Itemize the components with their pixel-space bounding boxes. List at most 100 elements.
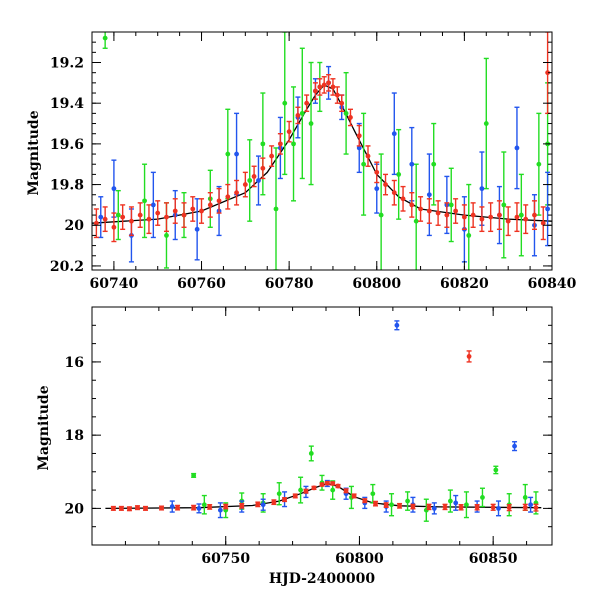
- top-y-tick-label-2: 19.6: [50, 137, 84, 153]
- top-green-point-2: [142, 198, 147, 204]
- bottom-red-point-20: [335, 483, 341, 489]
- top-green-point-23: [483, 121, 489, 126]
- top-x-tick-label-3: 60800: [352, 276, 401, 292]
- bottom-red-point-14: [292, 493, 298, 499]
- bottom-frame: [91, 306, 553, 546]
- bottom-blue-point-18: [528, 502, 534, 508]
- top-red-point-46: [470, 212, 476, 218]
- bottom-x-tick-label-0: 60750: [201, 551, 250, 567]
- top-blue-point-15: [374, 186, 380, 192]
- top-red-point-30: [334, 92, 340, 98]
- top-blue-point-3: [150, 202, 156, 208]
- top-y-tick-label-0: 19.2: [50, 56, 84, 72]
- top-red-point-19: [260, 165, 266, 171]
- top-x-tick-label-2: 60780: [265, 276, 314, 292]
- bottom-blue-point-13: [431, 505, 437, 511]
- bottom-green-point-16: [464, 502, 469, 508]
- top-green-point-11: [291, 141, 296, 147]
- top-red-point-2: [111, 224, 117, 230]
- top-red-point-26: [317, 84, 323, 90]
- top-red-point-38: [400, 196, 406, 202]
- top-green-point-9: [273, 206, 279, 212]
- top-green-point-3: [164, 233, 169, 238]
- top-red-point-41: [426, 208, 432, 214]
- top-red-point-43: [444, 212, 450, 218]
- top-model-curve: [92, 84, 552, 224]
- bottom-red-point-25: [383, 502, 389, 508]
- bottom-red-point-28: [426, 504, 432, 510]
- bottom-blue-point-2: [217, 507, 223, 513]
- bottom-red-point-18: [324, 480, 330, 486]
- bottom-y-tick-label-2: 20: [65, 501, 85, 517]
- bottom-blue-point-14: [453, 500, 459, 506]
- top-blue-point-16: [391, 131, 397, 137]
- bottom-green-point-11: [370, 491, 376, 497]
- top-green-point-22: [466, 233, 472, 238]
- top-red-point-34: [365, 153, 371, 159]
- bottom-y-tick-label-1: 18: [65, 428, 84, 444]
- top-red-point-55: [545, 70, 551, 76]
- top-red-point-50: [505, 218, 511, 224]
- top-red-point-45: [461, 214, 467, 220]
- bottom-red-point-33: [490, 504, 496, 510]
- top-red-point-47: [479, 216, 485, 222]
- top-red-point-15: [225, 194, 231, 200]
- top-red-point-42: [435, 210, 441, 216]
- top-green-point-17: [378, 212, 384, 218]
- bottom-x-axis-label: HJD-2400000: [269, 571, 376, 587]
- top-red-point-32: [348, 115, 353, 120]
- top-y-tick-label-3: 19.8: [50, 178, 84, 194]
- top-red-point-35: [374, 169, 380, 175]
- top-blue-point-18: [426, 192, 432, 198]
- bottom-red-point-10: [239, 503, 245, 509]
- bottom-blue-point-17: [512, 443, 517, 449]
- top-green-point-8: [260, 141, 266, 147]
- top-blue-point-1: [111, 186, 117, 192]
- top-red-point-54: [540, 220, 546, 226]
- bottom-red-point-3: [135, 505, 140, 511]
- bottom-red-point-13: [282, 497, 287, 502]
- top-green-point-24: [501, 202, 507, 208]
- bottom-red-point-5: [159, 505, 164, 511]
- top-green-point-25: [518, 212, 524, 218]
- bottom-plot-area: [105, 320, 542, 522]
- bottom-red-point-2: [127, 506, 132, 512]
- top-y-tick-label-1: 19.4: [50, 96, 84, 112]
- top-red-point-16: [234, 190, 239, 196]
- top-green-point-1: [115, 212, 121, 218]
- top-green-point-12: [299, 110, 305, 116]
- top-blue-point-17: [409, 161, 415, 167]
- bottom-green-point-7: [308, 451, 314, 456]
- bottom-red-point-32: [474, 504, 480, 510]
- bottom-red-point-34: [506, 505, 512, 511]
- top-green-point-10: [282, 100, 288, 106]
- top-blue-point-23: [514, 145, 520, 151]
- bottom-red-point-29: [442, 504, 448, 510]
- top-red-point-37: [391, 190, 397, 196]
- bottom-y-axis-label: Magnitude: [36, 385, 52, 470]
- top-green-point-16: [361, 161, 367, 167]
- top-blue-point-0: [98, 214, 104, 220]
- top-red-point-10: [181, 212, 187, 218]
- top-red-point-0: [93, 220, 99, 226]
- bottom-red-point-11: [255, 501, 261, 507]
- bottom-red-point-30: [458, 504, 464, 510]
- top-x-tick-label-5: 60840: [528, 276, 577, 292]
- bottom-green-point-5: [276, 491, 282, 497]
- top-red-point-25: [313, 88, 318, 94]
- top-green-point-15: [343, 110, 349, 116]
- bottom-panel: 60750 60800 60850 16 18 20: [65, 306, 553, 567]
- top-red-point-48: [488, 214, 494, 220]
- top-green-point-18: [396, 171, 402, 177]
- bottom-red-point-12: [271, 499, 277, 505]
- bottom-red-point-22: [351, 493, 357, 499]
- bottom-blue-point-11: [394, 322, 400, 328]
- top-blue-point-25: [545, 206, 551, 212]
- bottom-green-point-13: [405, 498, 410, 504]
- bottom-red-point-26: [397, 503, 402, 509]
- top-green-point-6: [225, 151, 231, 157]
- top-red-point-40: [418, 206, 423, 212]
- bottom-green-point-1: [201, 502, 207, 508]
- top-series-red: [93, 32, 551, 243]
